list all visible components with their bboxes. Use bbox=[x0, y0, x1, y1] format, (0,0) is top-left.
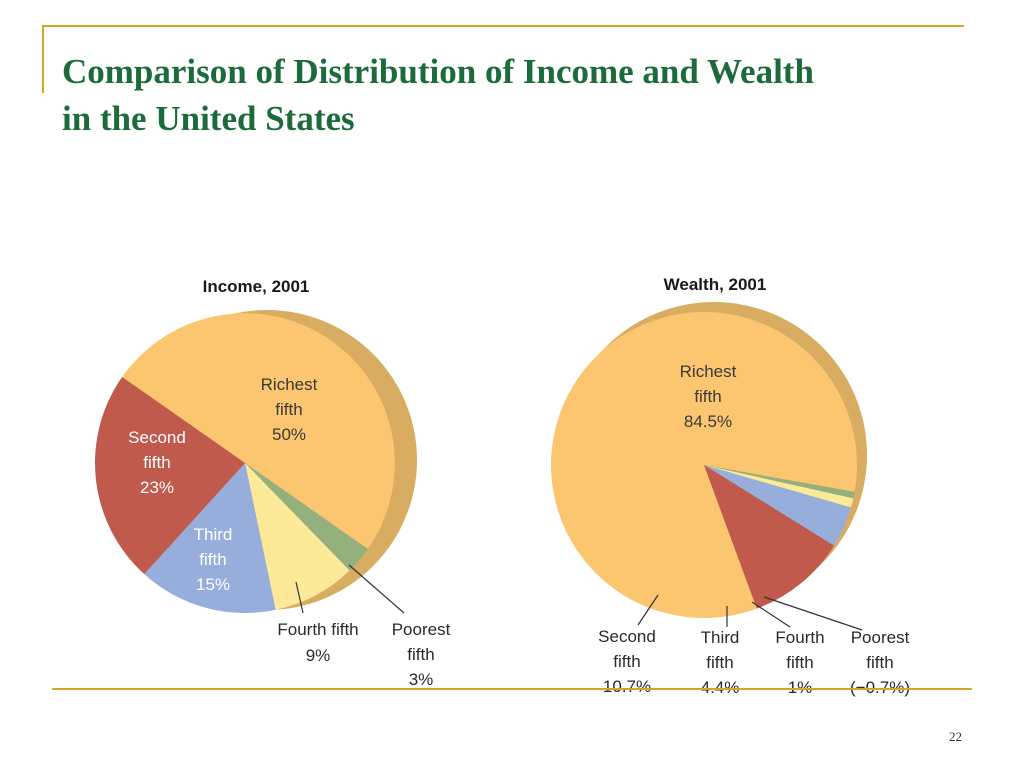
income-pie-chart: Income, 2001 Richest fifth 50% Second fifth 23… bbox=[94, 277, 451, 689]
wealth-slice-third bbox=[704, 465, 851, 546]
wealth-label-richest-line-3: 84.5% bbox=[684, 412, 732, 431]
wealth-label-fourth-line-3: 1% bbox=[788, 678, 813, 697]
income-label-second-line-2: fifth bbox=[143, 453, 170, 472]
income-label-second-line-3: 23% bbox=[140, 478, 174, 497]
wealth-slice-second bbox=[704, 465, 835, 609]
income-leader-fourth bbox=[295, 581, 304, 614]
wealth-label-second-line-1: Second bbox=[598, 627, 656, 646]
wealth-label-fourth-line-1: Fourth bbox=[775, 628, 824, 647]
wealth-label-third-line-2: fifth bbox=[706, 653, 733, 672]
slide-title-line-2: in the United States bbox=[62, 99, 355, 138]
wealth-label-third-line-3: 4.4% bbox=[701, 678, 740, 697]
wealth-slice-fourth bbox=[704, 465, 854, 508]
income-slice-fourth bbox=[245, 463, 350, 610]
income-label-fourth-line-1: Fourth fifth bbox=[277, 620, 358, 639]
income-label-richest-line-1: Richest bbox=[261, 375, 318, 394]
income-label-poorest-line-3: 3% bbox=[409, 670, 434, 689]
bottom-rule bbox=[52, 688, 972, 690]
frame-accent-vertical bbox=[42, 25, 44, 93]
income-label-poorest-line-2: fifth bbox=[407, 645, 434, 664]
wealth-label-second-line-2: fifth bbox=[613, 652, 640, 671]
wealth-leader-second bbox=[637, 594, 659, 626]
wealth-slice-poorest bbox=[704, 465, 855, 499]
wealth-label-richest-line-2: fifth bbox=[694, 387, 721, 406]
wealth-slice-richest bbox=[550, 312, 857, 619]
slide-title-line-1: Comparison of Distribution of Income and… bbox=[62, 52, 814, 91]
wealth-label-fourth-line-2: fifth bbox=[786, 653, 813, 672]
income-chart-title: Income, 2001 bbox=[203, 277, 310, 296]
income-slice-richest bbox=[122, 313, 395, 550]
frame-accent-horizontal bbox=[42, 25, 964, 27]
income-label-fourth-line-2: 9% bbox=[306, 646, 331, 665]
wealth-label-second-line-3: 10.7% bbox=[603, 677, 651, 696]
wealth-pie-chart: Wealth, 2001 Richest fifth 84.5% Second fifth… bbox=[550, 275, 910, 697]
income-slice-third bbox=[144, 463, 276, 613]
wealth-leader-fourth bbox=[751, 601, 791, 628]
income-label-third-line-3: 15% bbox=[196, 575, 230, 594]
wealth-label-poorest-line-3: (−0.7%) bbox=[850, 678, 910, 697]
income-label-richest-line-3: 50% bbox=[272, 425, 306, 444]
income-label-second-line-1: Second bbox=[128, 428, 186, 447]
wealth-label-richest-line-1: Richest bbox=[680, 362, 737, 381]
income-slice-second bbox=[94, 376, 245, 575]
income-label-third-line-2: fifth bbox=[199, 550, 226, 569]
slide-title: Comparison of Distribution of Income and… bbox=[62, 48, 962, 142]
income-label-third-line-1: Third bbox=[194, 525, 233, 544]
wealth-label-third-line-1: Third bbox=[701, 628, 740, 647]
wealth-leader-poorest bbox=[763, 596, 863, 631]
income-label-richest-line-2: fifth bbox=[275, 400, 302, 419]
page-number: 22 bbox=[949, 729, 962, 744]
income-slice-poorest bbox=[245, 463, 368, 571]
income-label-poorest-line-1: Poorest bbox=[392, 620, 451, 639]
income-leader-poorest bbox=[348, 564, 405, 614]
wealth-label-poorest-line-2: fifth bbox=[866, 653, 893, 672]
wealth-label-poorest-line-1: Poorest bbox=[851, 628, 910, 647]
wealth-chart-title: Wealth, 2001 bbox=[664, 275, 767, 294]
